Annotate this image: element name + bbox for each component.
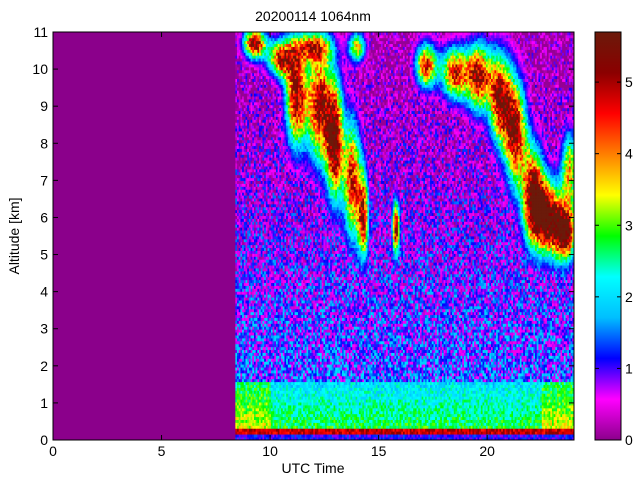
chart-title: 20200114 1064nm (255, 8, 371, 24)
plot-area (53, 32, 574, 440)
heatmap-layer (235, 32, 574, 440)
